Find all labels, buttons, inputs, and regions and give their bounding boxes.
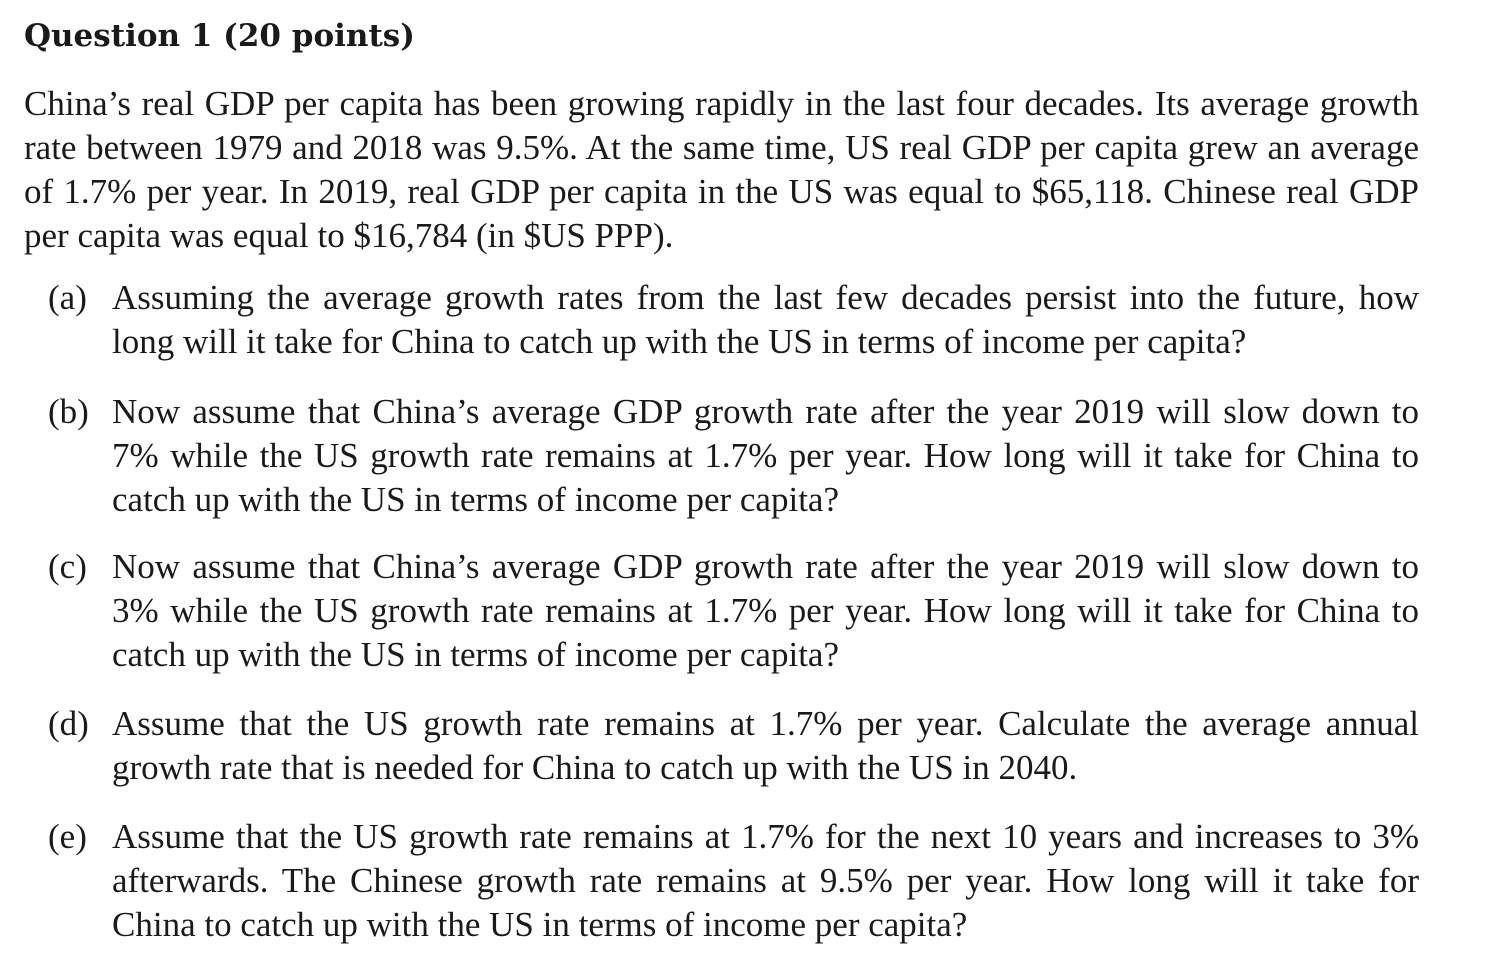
part-b-label: (b) bbox=[48, 392, 89, 431]
question-heading: Question 1 (20 points) bbox=[24, 18, 415, 54]
part-b-text: Now assume that China’s average GDP grow… bbox=[112, 392, 1419, 519]
part-c-text: Now assume that China’s average GDP grow… bbox=[112, 547, 1419, 674]
part-a-text: Assuming the average growth rates from t… bbox=[112, 278, 1419, 361]
part-d-label: (d) bbox=[48, 704, 89, 743]
part-d-text: Assume that the US growth rate remains a… bbox=[112, 704, 1419, 787]
part-a-label: (a) bbox=[48, 278, 87, 317]
part-e-label: (e) bbox=[48, 817, 87, 856]
part-e-text: Assume that the US growth rate remains a… bbox=[112, 817, 1419, 944]
question-intro: China’s real GDP per capita has been gro… bbox=[24, 84, 1419, 255]
part-c-label: (c) bbox=[48, 547, 87, 586]
